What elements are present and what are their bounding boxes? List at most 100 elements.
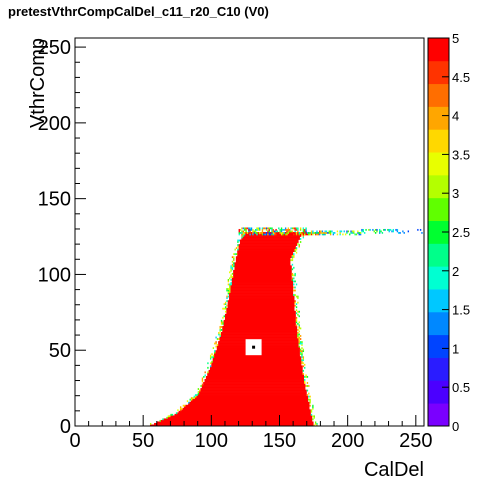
heatmap-cell xyxy=(252,228,254,231)
heatmap-row xyxy=(226,312,296,315)
heatmap-row xyxy=(230,286,294,289)
y-tick-label: 150 xyxy=(38,189,71,211)
heatmap-cell xyxy=(287,230,290,233)
heatmap-row xyxy=(214,356,302,359)
heatmap-cell xyxy=(237,239,239,242)
heatmap-cell xyxy=(245,228,247,231)
heatmap-cell xyxy=(313,415,315,418)
heatmap-cell xyxy=(365,228,367,231)
heatmap-cell xyxy=(359,232,362,234)
heatmap-cell xyxy=(346,232,348,234)
heatmap-cell xyxy=(271,227,273,230)
heatmap-cell xyxy=(290,259,292,262)
heatmap-cell xyxy=(304,382,306,384)
heatmap-cell xyxy=(237,245,239,248)
heatmap-cell xyxy=(310,232,313,234)
heatmap-row xyxy=(222,330,298,333)
heatmap-cell xyxy=(351,232,354,234)
heatmap-cell xyxy=(211,356,213,359)
heatmap-cell xyxy=(294,289,296,292)
heatmap-cell xyxy=(239,232,242,234)
heatmap-cell xyxy=(231,275,234,278)
heatmap-cell xyxy=(301,351,303,354)
heatmap-row xyxy=(211,365,303,368)
heatmap-row xyxy=(235,256,292,259)
heatmap-cell xyxy=(261,228,264,231)
heatmap-cell xyxy=(249,228,251,231)
heatmap-cell xyxy=(297,297,299,299)
heatmap-row xyxy=(223,319,296,322)
heatmap-row xyxy=(229,295,295,298)
heatmap-row xyxy=(231,277,292,280)
heatmap-cell xyxy=(237,248,239,251)
y-tick-label: 100 xyxy=(38,264,71,286)
heatmap-cell xyxy=(227,283,230,286)
heatmap-cell xyxy=(246,232,249,234)
y-tick-label: 50 xyxy=(49,340,71,362)
heatmap-cell xyxy=(226,297,228,299)
heatmap-cell xyxy=(293,294,295,296)
heatmap-cell xyxy=(242,227,245,230)
y-tick-label: 200 xyxy=(38,113,71,135)
heatmap-cell xyxy=(256,228,258,231)
heatmap-row xyxy=(226,307,295,310)
heatmap-cell xyxy=(297,322,299,325)
heatmap-cell xyxy=(265,228,268,231)
heatmap-row xyxy=(207,374,305,377)
heatmap-cell xyxy=(294,301,296,304)
heatmap-cell xyxy=(304,375,306,378)
heatmap-row xyxy=(239,242,298,245)
heatmap-row xyxy=(244,235,302,237)
y-tick-label: 0 xyxy=(60,416,71,438)
heatmap-cell xyxy=(229,285,231,287)
heatmap-cell xyxy=(230,265,232,268)
heatmap-cell xyxy=(361,228,363,231)
heatmap-row xyxy=(230,291,294,293)
color-scale-label: 2 xyxy=(452,264,459,279)
heatmap-cell xyxy=(284,227,287,230)
heatmap-cell xyxy=(298,341,300,343)
heatmap-cell xyxy=(357,230,359,233)
heatmap-cell xyxy=(308,398,310,401)
heatmap-cell xyxy=(301,344,303,346)
heatmap-cell xyxy=(294,286,296,289)
heatmap-cell xyxy=(376,230,378,233)
heatmap-cell xyxy=(299,327,302,330)
heatmap-cell xyxy=(177,409,179,412)
heatmap-cell xyxy=(372,228,374,231)
heatmap-cell xyxy=(392,230,395,233)
heatmap-cell xyxy=(293,227,295,230)
heatmap-cell xyxy=(259,228,261,231)
color-scale-label: 0 xyxy=(452,419,459,434)
heatmap-cell xyxy=(376,228,378,231)
heatmap-cell xyxy=(230,274,232,277)
heatmap-cell xyxy=(218,332,220,334)
color-scale-label: 1.5 xyxy=(452,303,470,318)
heatmap-cell xyxy=(381,232,384,234)
heatmap-cell xyxy=(331,230,333,233)
heatmap-cell xyxy=(271,233,273,236)
heatmap-cell xyxy=(294,300,296,303)
heatmap-cell xyxy=(282,228,284,231)
heatmap-cell xyxy=(230,275,232,278)
heatmap-cell xyxy=(261,227,264,230)
heatmap-cell xyxy=(254,228,257,231)
heatmap-row xyxy=(163,418,313,421)
heatmap-cell xyxy=(293,266,295,269)
heatmap-cell xyxy=(233,256,235,259)
heatmap-row xyxy=(234,262,291,265)
heatmap-cell xyxy=(417,228,419,231)
heatmap-row xyxy=(209,366,303,369)
heatmap-cell xyxy=(290,227,292,230)
heatmap-cell xyxy=(396,228,399,231)
color-scale-label: 3 xyxy=(452,186,459,201)
heatmap-cell xyxy=(294,280,296,283)
heatmap-row xyxy=(229,298,295,301)
heatmap-cell xyxy=(201,383,204,386)
heatmap-cell xyxy=(403,232,405,234)
heatmap-row xyxy=(224,315,296,318)
heatmap-cell xyxy=(199,389,201,392)
heatmap-cell xyxy=(264,232,266,234)
heatmap-cell xyxy=(398,232,400,234)
